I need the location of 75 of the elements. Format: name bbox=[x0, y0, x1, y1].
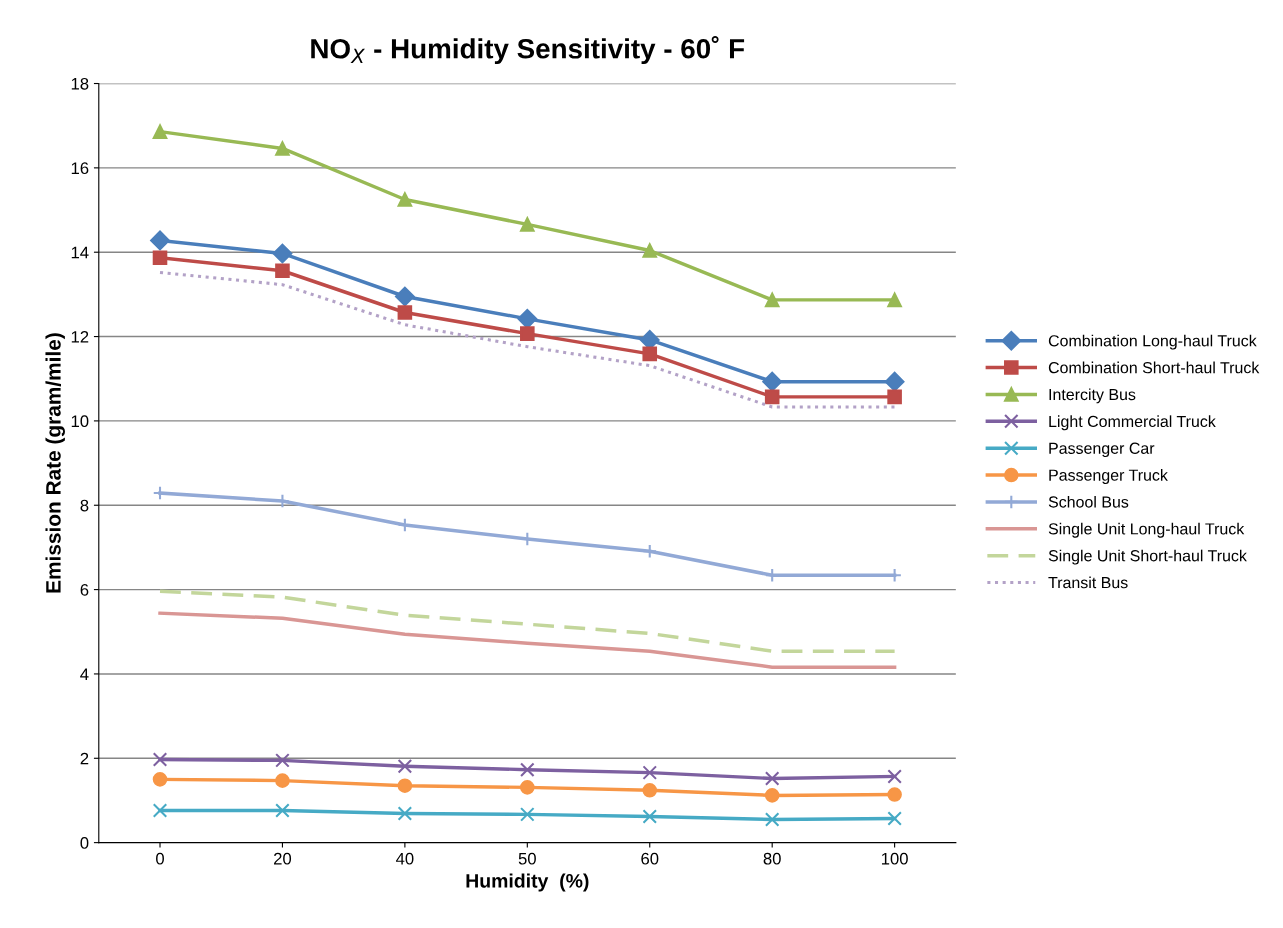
legend-label: Single Unit Long-haul Truck bbox=[1048, 522, 1245, 538]
point bbox=[764, 389, 780, 405]
point bbox=[520, 807, 535, 822]
chart-title: NO$_{X}$ - Humidity Sensitivity - 60˚ F bbox=[311, 36, 745, 65]
x-tick-label: 100 bbox=[881, 852, 908, 865]
x-tick-label: 80 bbox=[763, 852, 781, 865]
point bbox=[275, 773, 290, 788]
line-series bbox=[158, 589, 897, 653]
legend-label: Transit Bus bbox=[1048, 576, 1128, 589]
point bbox=[764, 771, 780, 786]
legend-label: School Bus bbox=[1048, 495, 1129, 508]
point bbox=[887, 811, 902, 826]
legend-label: Intercity Bus bbox=[1049, 388, 1136, 404]
x-tick-label: 40 bbox=[395, 852, 414, 865]
point bbox=[884, 371, 905, 392]
y-tick-label: 2 bbox=[80, 752, 89, 765]
point bbox=[642, 346, 658, 362]
y-tick-label: 14 bbox=[71, 246, 89, 259]
point bbox=[275, 753, 290, 768]
x-tick-label: 0 bbox=[156, 852, 164, 865]
x-tick-label: 20 bbox=[274, 852, 292, 865]
point bbox=[152, 772, 168, 787]
point bbox=[275, 141, 290, 156]
point bbox=[642, 765, 658, 780]
line-series bbox=[158, 611, 897, 669]
legend-label: Light Commercial Truck bbox=[1049, 415, 1216, 431]
point bbox=[517, 308, 538, 329]
point bbox=[152, 803, 168, 818]
point bbox=[397, 192, 413, 207]
point bbox=[152, 250, 168, 265]
y-tick-label: 12 bbox=[71, 330, 89, 343]
point bbox=[395, 286, 415, 307]
point bbox=[639, 330, 660, 350]
point bbox=[397, 759, 413, 774]
legend-label: Single Unit Short-haul Truck bbox=[1048, 549, 1247, 565]
point bbox=[275, 803, 290, 818]
point bbox=[397, 778, 413, 793]
point bbox=[887, 769, 902, 784]
point bbox=[887, 787, 902, 802]
y-tick-label: 6 bbox=[80, 583, 89, 596]
point bbox=[764, 812, 780, 827]
x-tick-label: 60 bbox=[641, 852, 659, 865]
point bbox=[152, 752, 168, 767]
point bbox=[150, 230, 170, 251]
y-tick-label: 10 bbox=[71, 415, 89, 428]
point bbox=[275, 263, 290, 279]
y-tick-label: 4 bbox=[80, 668, 89, 680]
y-axis-title: Emission Rate (gram/mile) bbox=[45, 333, 65, 593]
point bbox=[764, 292, 780, 308]
legend-label: Combination Long-haul Truck bbox=[1048, 334, 1257, 350]
point bbox=[520, 762, 535, 777]
point bbox=[642, 809, 658, 824]
y-tick-label: 16 bbox=[71, 162, 89, 175]
point bbox=[520, 326, 535, 341]
point bbox=[642, 243, 658, 258]
point bbox=[272, 243, 293, 264]
legend-label: Passenger Truck bbox=[1049, 469, 1168, 484]
legend-label: Combination Short-haul Truck bbox=[1048, 361, 1260, 374]
point bbox=[520, 780, 535, 795]
y-tick-label: 8 bbox=[80, 499, 89, 512]
x-tick-label: 50 bbox=[518, 852, 536, 865]
y-tick-label: 18 bbox=[71, 77, 89, 90]
point bbox=[887, 389, 902, 405]
point bbox=[152, 124, 168, 139]
legend-label: Passenger Car bbox=[1049, 442, 1155, 458]
y-tick-label: 0 bbox=[80, 837, 89, 849]
point bbox=[642, 543, 658, 559]
point bbox=[397, 806, 413, 821]
point bbox=[764, 788, 780, 803]
x-axis-title: Humidity (%) bbox=[466, 873, 589, 892]
point bbox=[397, 305, 413, 320]
point bbox=[887, 292, 902, 308]
point bbox=[642, 783, 658, 798]
point bbox=[520, 217, 535, 232]
point bbox=[762, 371, 783, 392]
